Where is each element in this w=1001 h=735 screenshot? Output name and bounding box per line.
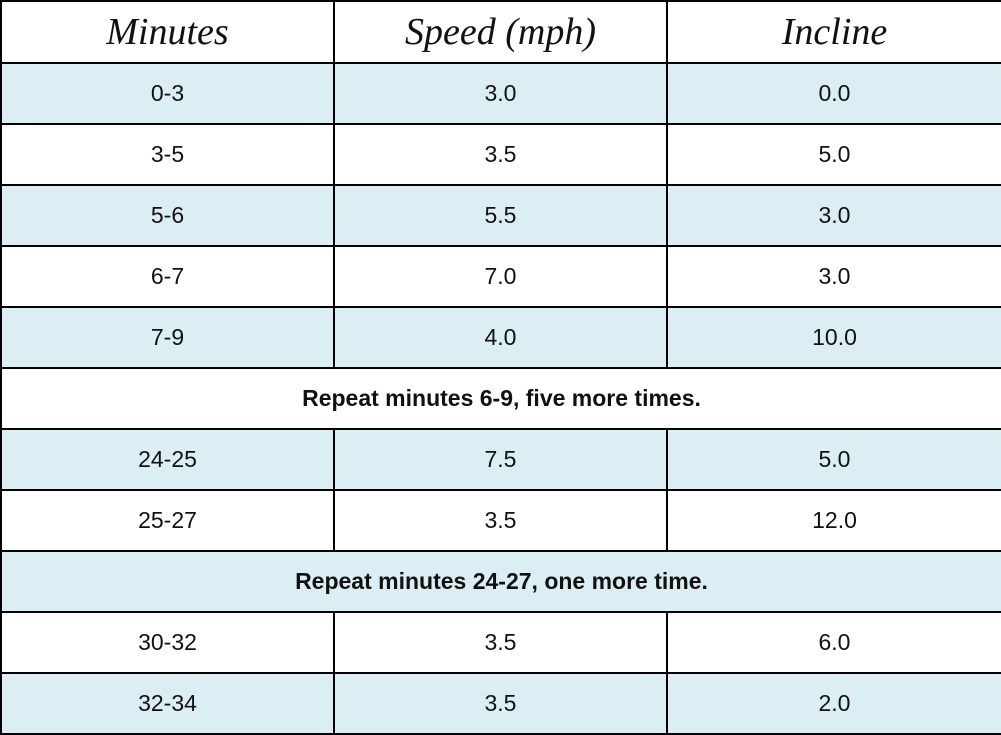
table-row: 6-7 7.0 3.0	[0, 245, 1001, 308]
table-cell: 10.0	[666, 306, 1001, 369]
table-cell: 2.0	[666, 672, 1001, 735]
table-row: 0-3 3.0 0.0	[0, 62, 1001, 125]
table-cell: 30-32	[0, 611, 335, 674]
table-cell: 3.5	[333, 489, 668, 552]
header-row: Minutes Speed (mph) Incline	[0, 0, 1001, 64]
table-cell: 5.5	[333, 184, 668, 247]
table-cell: 12.0	[666, 489, 1001, 552]
table-cell: 32-34	[0, 672, 335, 735]
table-cell: 3.5	[333, 672, 668, 735]
table-cell: 25-27	[0, 489, 335, 552]
table-body: 0-3 3.0 0.0 3-5 3.5 5.0 5-6 5.5 3.0 6-7 7.0 3.0 7-9 4…	[0, 62, 1001, 735]
table-cell: 3-5	[0, 123, 335, 186]
table-cell: 6-7	[0, 245, 335, 308]
note-cell: Repeat minutes 6-9, five more times.	[0, 367, 1001, 430]
table-cell: 7-9	[0, 306, 335, 369]
table-row: 25-27 3.5 12.0	[0, 489, 1001, 552]
table-cell: 5.0	[666, 123, 1001, 186]
table-cell: 0.0	[666, 62, 1001, 125]
table-cell: 7.0	[333, 245, 668, 308]
column-header: Minutes	[0, 0, 335, 64]
table-row: 24-25 7.5 5.0	[0, 428, 1001, 491]
note-cell: Repeat minutes 24-27, one more time.	[0, 550, 1001, 613]
table-cell: 7.5	[333, 428, 668, 491]
table-row: Repeat minutes 24-27, one more time.	[0, 550, 1001, 613]
table-cell: 3.0	[666, 245, 1001, 308]
table-cell: 5-6	[0, 184, 335, 247]
table-cell: 3.0	[666, 184, 1001, 247]
table-row: Repeat minutes 6-9, five more times.	[0, 367, 1001, 430]
table-row: 32-34 3.5 2.0	[0, 672, 1001, 735]
table-row: 5-6 5.5 3.0	[0, 184, 1001, 247]
table-cell: 5.0	[666, 428, 1001, 491]
table-cell: 4.0	[333, 306, 668, 369]
table-cell: 24-25	[0, 428, 335, 491]
column-header: Speed (mph)	[333, 0, 668, 64]
table-cell: 6.0	[666, 611, 1001, 674]
table-row: 3-5 3.5 5.0	[0, 123, 1001, 186]
table-cell: 0-3	[0, 62, 335, 125]
table-row: 7-9 4.0 10.0	[0, 306, 1001, 369]
table-cell: 3.0	[333, 62, 668, 125]
column-header: Incline	[666, 0, 1001, 64]
table-row: 30-32 3.5 6.0	[0, 611, 1001, 674]
table-cell: 3.5	[333, 123, 668, 186]
table-cell: 3.5	[333, 611, 668, 674]
